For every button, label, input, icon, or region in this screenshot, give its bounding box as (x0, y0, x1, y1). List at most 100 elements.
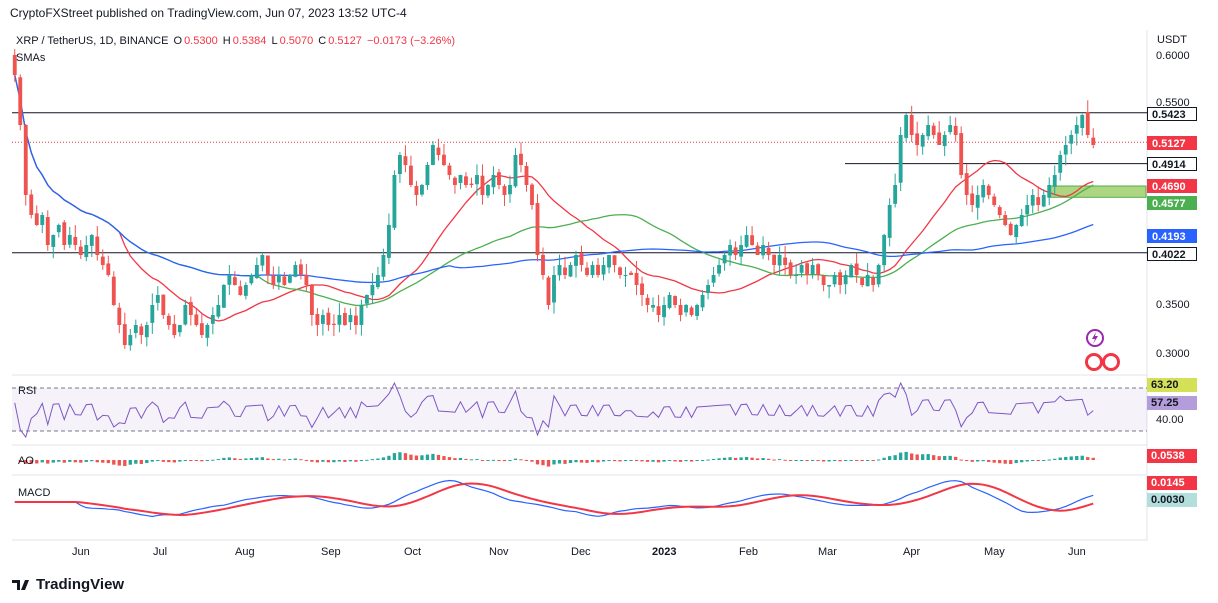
candle-body (194, 314, 199, 325)
ao-bar (541, 460, 545, 466)
ao-bar (436, 454, 441, 460)
candle-body (177, 325, 182, 333)
ao-bar (1053, 458, 1057, 460)
candle-body (458, 175, 463, 183)
ao-bar (156, 460, 160, 461)
low-value: 0.5070 (279, 35, 314, 47)
ao-bar (976, 460, 980, 462)
tradingview-footer[interactable]: TradingView (12, 576, 124, 593)
ao-bar (282, 459, 287, 461)
ao-bar (271, 459, 276, 461)
candle-body (431, 145, 435, 165)
ao-bar (343, 460, 347, 462)
symbol-pair[interactable]: XRP / TetherUS, 1D, BINANCE (16, 35, 169, 47)
ao-bar (321, 460, 325, 462)
sma-lines (14, 74, 1094, 322)
rsi-label[interactable]: RSI (18, 385, 37, 397)
ao-bar (150, 460, 154, 462)
x-tick: May (984, 546, 1005, 558)
ao-bar (95, 460, 99, 463)
candle-body (364, 295, 369, 304)
ao-bar (799, 460, 804, 461)
ao-bar (73, 460, 77, 463)
candle-body (381, 255, 386, 277)
ao-bar (932, 455, 936, 460)
ao-bar (656, 460, 661, 463)
candle-body (662, 305, 666, 318)
ao-bar (601, 460, 606, 462)
ao-bar (788, 460, 793, 461)
ao-bar (40, 460, 44, 463)
candle-body (29, 194, 34, 215)
candle-body (221, 285, 226, 308)
ao-bar (332, 460, 336, 463)
candle-body (403, 156, 408, 165)
ao-label[interactable]: AO (18, 455, 34, 467)
candle-body (199, 323, 204, 335)
macd-label[interactable]: MACD (18, 487, 51, 499)
ao-bar (167, 460, 171, 463)
candle-body (755, 245, 760, 255)
candle-body (84, 245, 89, 258)
candle-body (34, 213, 39, 225)
candle-body (722, 255, 727, 264)
ao-bar (761, 458, 765, 460)
ao-bar (134, 460, 138, 464)
price-badge: 0.4577 (1147, 196, 1197, 210)
macd-value-badge: 0.0145 (1147, 476, 1197, 490)
ao-bar (579, 460, 584, 463)
ao-bar (513, 458, 518, 460)
sma-indicator-label[interactable]: SMAs (16, 52, 46, 64)
candle-body (964, 173, 969, 195)
ao-bar (596, 460, 600, 463)
ao-bar (794, 460, 798, 461)
x-tick: Oct (404, 546, 422, 558)
candle-body (304, 274, 309, 285)
ao-bar (315, 460, 320, 463)
candle-body (607, 255, 611, 268)
ao-bar (700, 460, 705, 461)
candle-body (777, 255, 782, 266)
x-tick: Apr (903, 546, 921, 558)
candle-body (761, 245, 766, 256)
candle-body (766, 247, 771, 255)
candle-body (970, 193, 975, 205)
ao-bar (750, 457, 754, 460)
ao-bar (662, 460, 666, 462)
candle-body (475, 175, 479, 185)
ao-bar (431, 453, 435, 460)
candle-body (1030, 195, 1035, 206)
candle-body (320, 315, 325, 324)
candle-body (359, 305, 364, 325)
candle-body (783, 257, 788, 265)
candle-body (788, 262, 793, 275)
candle-body (232, 277, 237, 285)
candle-body (243, 285, 248, 296)
ao-bar (35, 460, 39, 464)
candle-body (920, 135, 925, 147)
candle-body (139, 326, 144, 335)
ao-bar (871, 460, 875, 461)
candle-body (854, 263, 859, 275)
currency-label: USDT (1157, 34, 1187, 46)
candle-body (287, 275, 292, 283)
brand-name: TradingView (36, 576, 125, 593)
ao-bar (849, 459, 853, 461)
candle-body (62, 222, 67, 245)
candle-body (342, 313, 347, 325)
ao-bar (882, 457, 886, 460)
candles (12, 49, 1096, 351)
candle-body (541, 254, 545, 275)
candle-body (629, 272, 633, 275)
candle-body (133, 325, 138, 333)
close-label: C (318, 35, 327, 47)
candle-body (590, 265, 595, 276)
candle-body (315, 314, 320, 325)
ao-bar (337, 460, 342, 462)
candle-body (1080, 115, 1085, 128)
candle-body (282, 276, 287, 285)
candle-body (1008, 223, 1013, 235)
candle-body (480, 175, 485, 195)
event-icons[interactable] (1083, 328, 1123, 381)
ao-bar (965, 460, 969, 461)
